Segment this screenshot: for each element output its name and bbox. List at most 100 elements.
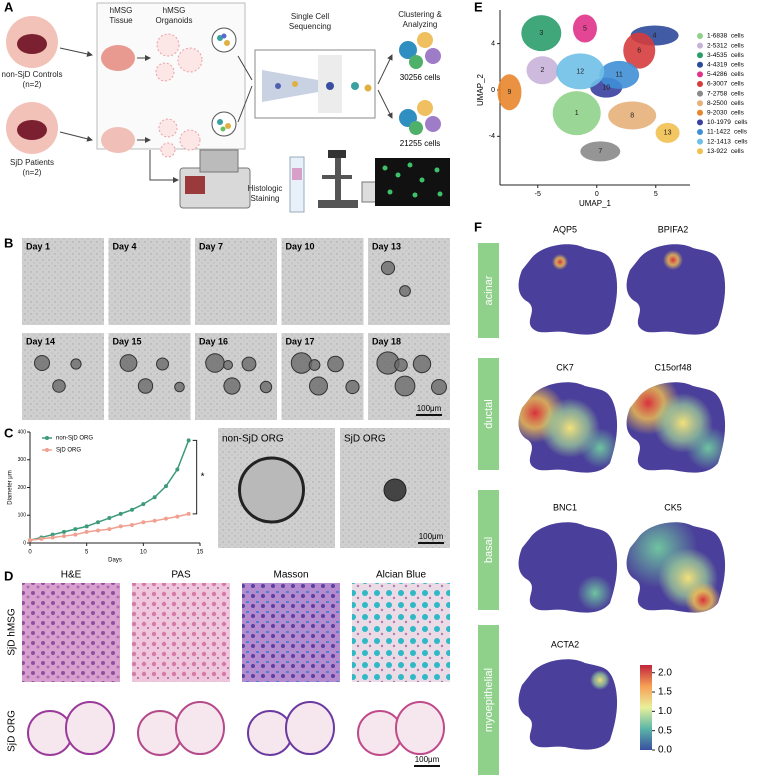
legend-swatch bbox=[697, 129, 703, 135]
data-point bbox=[141, 502, 146, 507]
organoid bbox=[156, 357, 169, 371]
group-label: SjD Patients (n=2) bbox=[0, 158, 64, 178]
cluster-label: 11 bbox=[616, 72, 623, 79]
step-label: hMSG Tissue bbox=[109, 6, 133, 25]
group-name: SjD Patients bbox=[9, 158, 55, 167]
data-point bbox=[152, 518, 157, 523]
day-label: Day 4 bbox=[113, 241, 137, 251]
legend-label: 3-4535 cells bbox=[707, 52, 745, 59]
day-label: Day 18 bbox=[372, 336, 401, 346]
legend-swatch bbox=[697, 71, 703, 78]
mouth-icon bbox=[17, 34, 47, 54]
cluster-blob bbox=[655, 122, 680, 143]
legend-label: 5-4286 cells bbox=[707, 71, 745, 78]
organoid bbox=[431, 379, 447, 395]
legend-swatch bbox=[697, 148, 703, 155]
day-label: Day 16 bbox=[199, 336, 228, 346]
organoid bbox=[223, 377, 241, 395]
organoid bbox=[205, 353, 225, 373]
colorbar-tick-label: 1.0 bbox=[658, 706, 672, 717]
micrograph bbox=[195, 238, 277, 325]
legend-swatch bbox=[697, 61, 703, 68]
x-axis-label: UMAP_1 bbox=[579, 199, 612, 208]
x-tick-label: 5 bbox=[654, 191, 658, 198]
cluster-blob bbox=[497, 74, 522, 111]
legend-swatch bbox=[697, 109, 703, 116]
mouth-icon bbox=[17, 120, 47, 140]
cells-count: 30256 cells bbox=[400, 73, 440, 82]
cluster-label: 7 bbox=[598, 148, 602, 155]
group-label: non-SjD Controls (n=2) bbox=[0, 70, 64, 90]
cluster-label: 4 bbox=[653, 32, 657, 39]
arrow bbox=[59, 47, 93, 57]
step-label: Histologic Staining bbox=[247, 184, 283, 203]
cluster-label: 8 bbox=[630, 112, 634, 119]
feature-plot bbox=[626, 244, 726, 335]
scale-bar-label: 100μm bbox=[415, 755, 440, 764]
micrograph bbox=[108, 333, 191, 420]
organoid bbox=[223, 360, 233, 370]
group-label: ductal bbox=[483, 399, 495, 428]
gene-title: C15orf48 bbox=[654, 362, 691, 372]
organoid-section bbox=[175, 701, 225, 755]
panel-label: C bbox=[4, 425, 14, 440]
group-band bbox=[478, 243, 499, 338]
y-tick-label: 300 bbox=[18, 457, 27, 463]
legend-swatch bbox=[697, 52, 703, 59]
organoid bbox=[394, 375, 416, 397]
row-label: SjD hMSG bbox=[7, 608, 18, 655]
data-point bbox=[84, 524, 89, 529]
organoid bbox=[70, 358, 82, 370]
microtome-icon bbox=[179, 149, 251, 209]
expression-overlay bbox=[663, 250, 683, 270]
cluster-label: 12 bbox=[576, 68, 584, 75]
data-point bbox=[175, 514, 180, 519]
step-label: hMSG Organoids bbox=[155, 6, 193, 25]
data-point bbox=[84, 529, 89, 534]
panel-label: A bbox=[4, 0, 14, 14]
colorbar-tick-label: 0.5 bbox=[658, 725, 672, 736]
organoid bbox=[394, 358, 408, 372]
cell-suspension bbox=[211, 27, 237, 53]
gene-title: BNC1 bbox=[553, 502, 577, 512]
legend-label: 4-4319 cells bbox=[707, 62, 745, 69]
column-header: Masson bbox=[273, 570, 308, 581]
data-point bbox=[107, 527, 112, 532]
tissue-icon bbox=[101, 127, 135, 153]
group-n: (n=2) bbox=[22, 168, 42, 177]
legend-label: 10-1979 cells bbox=[707, 119, 748, 126]
x-tick-label: 15 bbox=[197, 550, 204, 556]
organoid bbox=[290, 352, 313, 374]
data-point bbox=[96, 520, 100, 525]
organoid bbox=[399, 285, 411, 297]
gene-title: CK7 bbox=[556, 362, 574, 372]
expression-hotspot bbox=[686, 426, 726, 470]
y-tick-label: 0 bbox=[491, 87, 495, 94]
cluster-label: 13 bbox=[664, 130, 672, 137]
legend-swatch bbox=[697, 119, 703, 126]
organoid-section bbox=[65, 701, 115, 755]
organoid bbox=[52, 379, 66, 393]
group-n: (n=2) bbox=[22, 80, 42, 89]
step-label: Single Cell Sequencing bbox=[288, 12, 332, 31]
y-tick-label: 0 bbox=[23, 540, 26, 546]
panel-b: B Day 1 Day 4 Day 7 Day 10 Day 13 Day 14 Day 1… bbox=[4, 235, 450, 420]
cluster-label: 10 bbox=[602, 84, 610, 91]
organoid bbox=[137, 378, 154, 394]
data-point bbox=[73, 532, 78, 537]
day-label: Day 14 bbox=[26, 336, 55, 346]
data-point bbox=[73, 527, 78, 532]
y-tick-label: 200 bbox=[18, 485, 27, 491]
data-point bbox=[164, 516, 168, 521]
group-name: non-SjD Controls bbox=[1, 70, 63, 79]
arrow bbox=[377, 89, 393, 119]
expression-hotspot bbox=[552, 254, 568, 270]
expression-overlay bbox=[626, 522, 721, 613]
data-point bbox=[152, 495, 157, 500]
micrograph bbox=[368, 238, 450, 325]
legend-swatch bbox=[697, 100, 703, 107]
data-point bbox=[186, 511, 191, 516]
microscope-icon bbox=[318, 150, 358, 208]
histology-image bbox=[242, 583, 340, 682]
data-point bbox=[175, 467, 180, 472]
